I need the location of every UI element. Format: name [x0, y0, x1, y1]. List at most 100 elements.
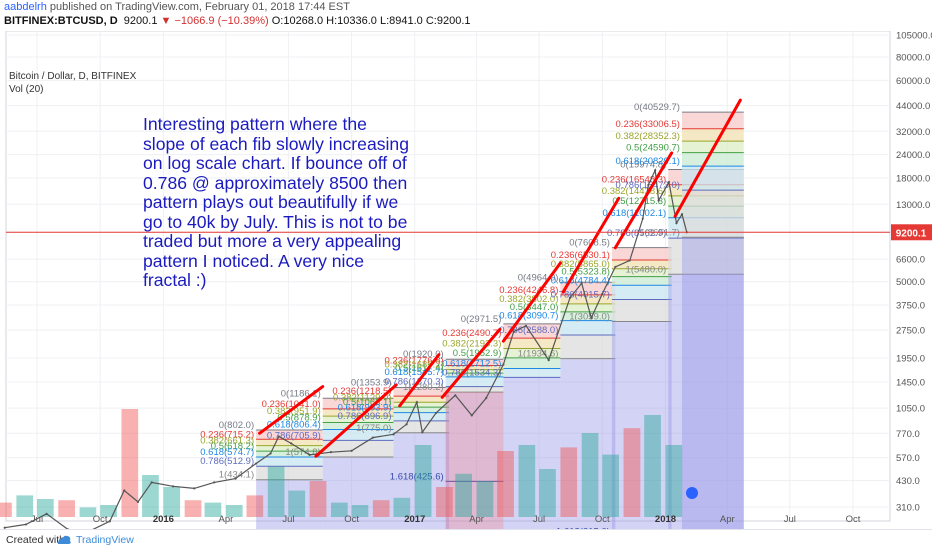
fib-band — [393, 402, 450, 408]
y-tick-label: 770.0 — [896, 429, 920, 440]
fib-level-label: 0.236(6530.1) — [551, 250, 610, 261]
fib-base-zone — [668, 274, 744, 529]
fib-level-label: 0.786(1370.3) — [385, 377, 444, 388]
tradingview-brand[interactable]: TradingView — [76, 534, 134, 546]
y-tick-label: 3750.0 — [896, 301, 925, 312]
fib-level-label: 1(1934.6) — [518, 349, 559, 360]
x-tick-label: 2017 — [404, 514, 425, 525]
fib-band — [445, 359, 504, 366]
fib-band — [393, 396, 450, 403]
fib-level-label: 0.618(20829.1) — [616, 156, 680, 167]
fib-level-label: 0.236(715.2) — [200, 429, 254, 440]
y-tick-label: 13000.0 — [896, 200, 930, 211]
price-point — [123, 489, 126, 492]
price-point — [680, 213, 684, 216]
fib-level-label: 0.382(1129.0) — [333, 392, 391, 403]
fib-level-label: 0.382(1689.2) — [385, 360, 444, 371]
volume-bar — [497, 451, 514, 517]
fib-band — [256, 451, 323, 457]
tradingview-logo-icon — [58, 535, 71, 544]
fib-level-label: 0.236(1041.0) — [262, 399, 321, 410]
x-tick-label: Oct — [846, 514, 861, 525]
last-price-text: 9200.1 — [123, 15, 158, 27]
fib-band — [560, 335, 616, 359]
x-tick-label: Jul — [282, 514, 294, 525]
fib-level-label: 1(5480.0) — [626, 264, 667, 275]
volume-bar — [665, 445, 683, 517]
volume-bar — [393, 497, 411, 517]
chart-title: Bitcoin / Dollar, D, BITFINEX — [9, 71, 137, 82]
trend-line — [258, 385, 325, 435]
y-tick-label: 310.0 — [896, 503, 920, 514]
x-tick-label: Apr — [469, 514, 484, 525]
fib-band — [668, 238, 744, 275]
fib-level-label: 0.236(1218.5) — [332, 386, 391, 397]
price-point — [454, 394, 457, 397]
last-price-badge — [891, 224, 932, 241]
y-tick-label: 1950.0 — [896, 353, 925, 364]
ohlc-line: BITFINEX:BTCUSD, D 9200.1 ▼ −1066.9 (−10… — [4, 15, 471, 29]
y-tick-label: 1050.0 — [896, 404, 925, 415]
price-point — [136, 500, 140, 504]
fib-band — [322, 398, 394, 409]
volume-bar — [623, 428, 641, 517]
fib-level-label: 0.236(33006.5) — [616, 119, 680, 130]
volume-bar — [0, 502, 12, 517]
fib-band — [681, 128, 744, 142]
fib-level-label: 0.5(5323.8) — [561, 267, 610, 278]
volume-bar — [16, 495, 34, 517]
volume-bar — [539, 469, 556, 517]
fib-level-label: 0.236(1776.8) — [385, 356, 444, 367]
fib-band — [256, 445, 323, 452]
annotation-note: Interesting pattern where the slope of e… — [143, 114, 410, 290]
y-tick-label: 570.0 — [896, 453, 920, 464]
volume-bar — [644, 415, 661, 517]
price-point — [193, 487, 196, 490]
fib-level-label: 0.382(28352.3) — [616, 131, 680, 142]
volume-bar — [518, 445, 536, 517]
fib-band — [256, 429, 323, 440]
fib-level-label: 0.5(3447.0) — [510, 302, 559, 313]
fib-base-zone — [681, 237, 744, 529]
fib-level-label: 0.786(705.9) — [267, 430, 321, 441]
publish-line: aabdelrh published on TradingView.com, F… — [4, 1, 350, 14]
fib-level-label: 0.382(14428.6) — [602, 186, 666, 197]
x-tick-label: Oct — [595, 514, 610, 525]
volume-bar — [288, 490, 306, 517]
price-point — [434, 411, 438, 415]
price-chart[interactable]: 0(802.0)0.236(715.2)0.382(661.3)0.5(618.… — [0, 31, 932, 529]
volume-bar — [163, 487, 181, 517]
price-point — [421, 431, 424, 434]
fib-base-zone-red — [445, 392, 504, 529]
price-point — [24, 523, 28, 526]
price-point — [641, 217, 644, 220]
fib-level-label: 0.618(3090.7) — [499, 311, 558, 322]
fib-level-label: 0.236(16548.3) — [602, 175, 666, 186]
fib-level-label: 0(40529.7) — [634, 102, 680, 113]
y-tick-label: 18000.0 — [896, 173, 930, 184]
volume-indicator-label: Vol (20) — [9, 84, 44, 95]
fib-band — [611, 268, 672, 277]
volume-bar — [436, 487, 453, 517]
volume-bar — [58, 500, 75, 517]
chart-area[interactable]: 0(802.0) 0.236(715.2) 0.382(661.3) 0.5(618.… — [0, 31, 932, 529]
fib-level-label: 0.618(1545.7) — [385, 367, 444, 378]
trend-line — [561, 196, 621, 294]
price-point — [234, 477, 237, 480]
fib-band — [256, 456, 323, 467]
fib-level-label: 0.618(4784.4) — [551, 275, 610, 286]
last-price-badge-label: 9200.1 — [896, 228, 927, 239]
fib-level-label: 1.618(215.0) — [556, 527, 610, 529]
fib-level-label: 0.5(1617.4) — [395, 363, 444, 374]
fib-level-label: 0.5(1063.1) — [343, 397, 392, 408]
author-link[interactable]: aabdelrh — [4, 1, 47, 13]
fib-band — [322, 429, 394, 441]
fib-band — [393, 387, 450, 397]
trend-line — [501, 261, 562, 343]
price-point — [415, 401, 418, 404]
fib-level-label: 1(3059.0) — [569, 312, 610, 323]
fib-band — [503, 357, 561, 369]
x-tick-label: Oct — [93, 514, 108, 525]
volume-bar — [121, 409, 139, 517]
trend-line — [398, 353, 441, 408]
